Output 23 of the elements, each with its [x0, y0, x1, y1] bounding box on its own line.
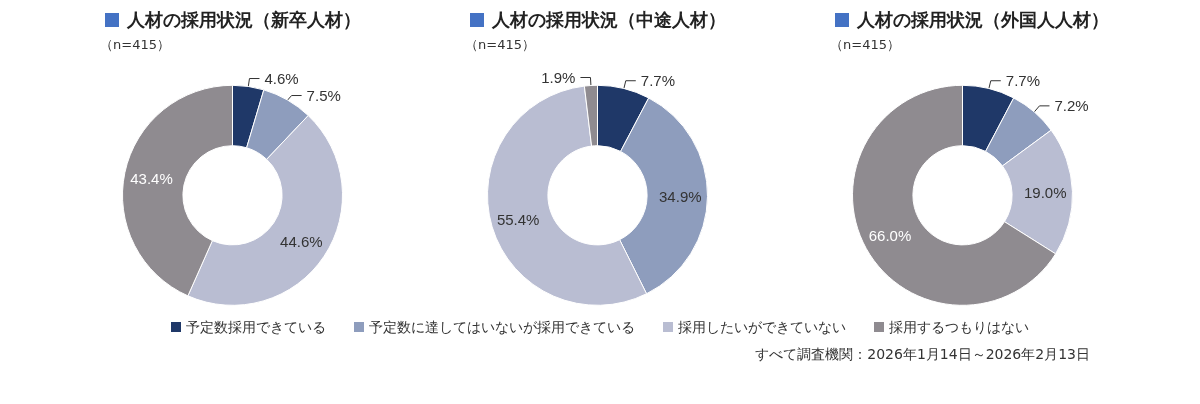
data-label: 19.0% — [1023, 183, 1067, 201]
data-label: 1.9% — [541, 69, 576, 87]
data-label: 7.2% — [1054, 97, 1089, 115]
legend-label: 予定数に達してはいないが採用できている — [369, 319, 635, 335]
data-label: 7.7% — [1005, 72, 1040, 90]
data-label: 55.4% — [496, 210, 540, 228]
data-label: 4.6% — [264, 70, 299, 88]
chart-title: 人材の採用状況（中途人材） — [492, 8, 726, 32]
chart-title: 人材の採用状況（外国人人材） — [857, 8, 1109, 32]
data-label: 66.0% — [868, 226, 912, 244]
chart-subtitle: （n=415） — [465, 36, 535, 54]
legend-label: 採用するつもりはない — [889, 319, 1029, 335]
data-label: 44.6% — [280, 232, 323, 250]
chart-subtitle: （n=415） — [100, 36, 170, 54]
data-label: 7.7% — [640, 72, 675, 90]
data-label: 7.5% — [306, 87, 341, 105]
data-label: 34.9% — [659, 187, 702, 205]
data-label: 43.4% — [130, 169, 173, 187]
chart-title: 人材の採用状況（新卒人材） — [127, 8, 361, 32]
chart-subtitle: （n=415） — [830, 36, 900, 54]
legend-label: 採用したいができていない — [678, 319, 846, 335]
legend-label: 予定数採用できている — [186, 319, 326, 335]
text: すべて調査機関：2026年1月14日～2026年2月13日 — [755, 346, 1090, 364]
